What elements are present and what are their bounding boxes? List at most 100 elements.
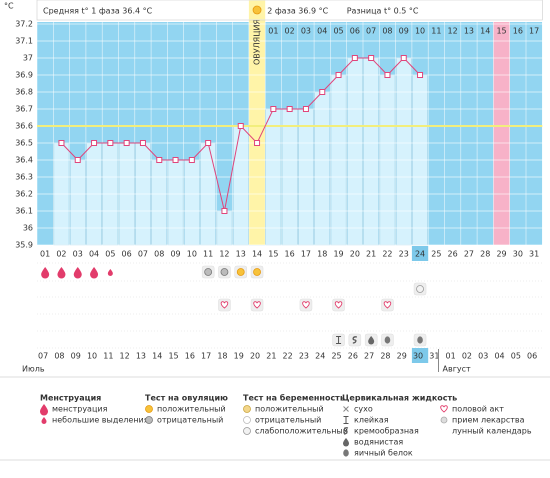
header-phase2: 2 фаза 36.9 °C — [267, 7, 328, 16]
y-tick-label: 36.3 — [15, 173, 33, 182]
legend-icon — [343, 438, 349, 447]
legend-label: отрицательный — [255, 416, 321, 425]
phase2-day: 09 — [399, 27, 409, 36]
legend-label: положительный — [157, 405, 226, 414]
date: 28 — [380, 352, 390, 361]
cycle-day: 24 — [415, 250, 425, 259]
icon-shape — [336, 336, 342, 344]
phase2-day: 10 — [415, 27, 425, 36]
legend-title: Менструация — [40, 394, 101, 403]
phase2-day: 17 — [529, 27, 539, 36]
legend-icon — [343, 416, 349, 424]
temp-bar — [69, 159, 86, 246]
phase2-day: 07 — [366, 27, 376, 36]
cycle-day: 26 — [448, 250, 458, 259]
icon-shape — [40, 404, 48, 416]
date: 15 — [168, 352, 178, 361]
legend-label: положительный — [255, 405, 324, 414]
icon-shape — [107, 269, 113, 276]
temperature-point — [302, 106, 309, 112]
day-icon — [381, 333, 394, 347]
cycle-day: 31 — [529, 250, 539, 259]
y-tick-label: 36.9 — [15, 71, 33, 80]
phase2-day: 16 — [513, 27, 523, 36]
day-icon — [364, 333, 378, 347]
date: 03 — [478, 352, 488, 361]
phase2-day: 15 — [496, 27, 506, 36]
day-icon — [299, 298, 313, 312]
date: 05 — [511, 352, 521, 361]
icon-shape — [343, 416, 349, 424]
day-icon — [381, 298, 394, 312]
y-tick-label: 36.1 — [15, 207, 33, 216]
ovulation-label: ОВУЛЯЦИЯ — [253, 19, 262, 65]
icon-shape — [368, 336, 375, 345]
temperature-point — [172, 157, 179, 163]
day-icon — [57, 267, 66, 279]
icon-shape — [220, 301, 229, 309]
temp-bar — [167, 159, 184, 246]
date: 06 — [527, 352, 537, 361]
temperature-point — [254, 140, 261, 146]
cycle-day: 17 — [301, 250, 311, 259]
y-tick-label: 36.5 — [15, 139, 33, 148]
icon-shape — [243, 427, 251, 435]
temperature-point — [139, 140, 146, 146]
header-bar — [36, 0, 543, 21]
cycle-day: 10 — [187, 250, 197, 259]
legend-label: лунный календарь — [452, 427, 532, 436]
temperature-point — [319, 89, 326, 95]
legend-icon — [343, 427, 349, 435]
icon-shape — [384, 336, 391, 344]
date: 30 — [413, 352, 423, 361]
sun-icon — [252, 5, 262, 15]
cycle-day: 28 — [480, 250, 490, 259]
y-tick-label: 36.7 — [15, 105, 33, 114]
legend-icon — [440, 405, 448, 413]
temperature-point — [270, 106, 277, 112]
ovulation-column — [248, 0, 266, 245]
cycle-day: 30 — [513, 250, 523, 259]
temperature-point — [74, 157, 81, 163]
icon-shape — [383, 301, 392, 309]
cycle-day: 04 — [89, 250, 99, 259]
cycle-day: 12 — [219, 250, 229, 259]
temperature-point — [156, 157, 163, 163]
date: 13 — [136, 352, 146, 361]
phase2-day: 14 — [480, 27, 490, 36]
date: 29 — [397, 352, 407, 361]
day-icon — [107, 269, 113, 276]
icon-shape — [441, 427, 445, 435]
cycle-day: 18 — [317, 250, 327, 259]
date: 11 — [103, 352, 113, 361]
header-difference: Разница t° 0.5 °C — [347, 7, 419, 16]
date: 07 — [38, 352, 48, 361]
y-unit: °C — [4, 2, 14, 11]
icon-shape — [236, 268, 245, 276]
legend-label: слабоположительный — [255, 427, 348, 436]
date: 10 — [87, 352, 97, 361]
temperature-point — [123, 140, 130, 146]
legend-label: половой акт — [452, 405, 504, 414]
temperature-point — [237, 123, 244, 129]
y-tick-label: 36.2 — [15, 190, 33, 199]
legend-icon — [145, 405, 153, 413]
date: 17 — [201, 352, 211, 361]
legend-title: Цервикальная жидкость — [342, 394, 457, 403]
icon-shape — [73, 267, 82, 279]
day-icon — [332, 298, 345, 312]
month: Июль — [22, 365, 45, 374]
legend-label: клейкая — [354, 416, 389, 425]
temperature-point — [91, 140, 98, 146]
day-icon — [90, 267, 99, 279]
day-icon — [250, 265, 264, 279]
icon-shape — [440, 416, 448, 424]
month: Август — [443, 365, 472, 374]
temperature-point — [107, 140, 114, 146]
y-tick-label: 37 — [23, 54, 33, 63]
date: 31 — [429, 352, 439, 361]
icon-shape — [57, 267, 66, 279]
cycle-day: 08 — [154, 250, 164, 259]
y-tick-label: 37.2 — [15, 20, 33, 29]
day-icon — [218, 265, 231, 279]
